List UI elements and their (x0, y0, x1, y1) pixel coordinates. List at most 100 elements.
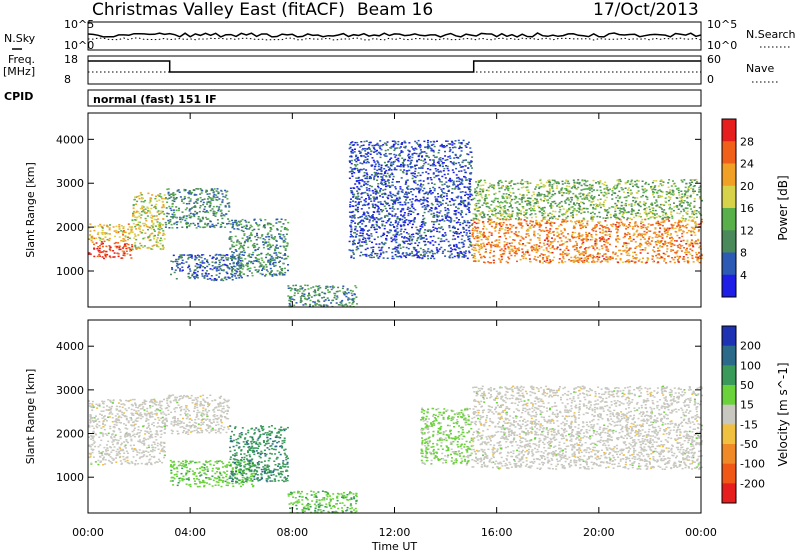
y-tick-label-1: 2000 (56, 221, 84, 234)
x-tick-label-3: 12:00 (379, 526, 411, 539)
freq-tick-top: 18 (64, 53, 78, 66)
scatter-region-5 (420, 407, 473, 466)
colorbar-frame (721, 325, 737, 504)
time-axis: 00:00 04:00 08:00 12:00 16:00 20:00 00:00 Time … (72, 526, 717, 553)
velocity-colorbar: 200 100 50 15 -15 -50 -100 -200 Velocity [m s^-1… (721, 325, 790, 504)
x-tick-label-1: 04:00 (174, 526, 206, 539)
colorbar-tick-label-1: 8 (740, 247, 747, 260)
freq-label-line2: [MHz] (3, 65, 35, 78)
freq-tick-bottom: 8 (64, 73, 71, 86)
scatter-region-4 (170, 253, 243, 282)
scatter-region-8 (471, 218, 703, 264)
scatter-region-3 (164, 188, 231, 229)
colorbar-swatch-2 (722, 365, 736, 386)
y-tick-label-2: 3000 (56, 177, 84, 190)
colorbar-swatch-5 (722, 424, 736, 445)
scatter-region-3 (228, 425, 290, 484)
noise-right-tick-top: 10^5 (707, 18, 737, 31)
colorbar-tick-label-3: 15 (740, 399, 754, 412)
scatter-region-9 (471, 178, 703, 220)
scatter-region-2 (169, 459, 256, 488)
colorbar-swatch-4 (722, 208, 736, 231)
x-tick-label-5: 20:00 (583, 526, 615, 539)
scatter-region-6 (287, 284, 358, 308)
colorbar-tick-label-2: 12 (740, 224, 754, 237)
y-axis-label: Slant Range [km] (24, 162, 37, 258)
nave-label: Nave (746, 62, 774, 75)
nave-tick-top: 60 (707, 53, 721, 66)
scatter-region-0 (88, 240, 134, 260)
colorbar-tick-label-0: 200 (740, 340, 761, 353)
colorbar-frame (721, 118, 737, 298)
noise-search-label: N.Search (746, 28, 796, 41)
noise-panel (87, 21, 702, 51)
colorbar-tick-label-5: -50 (740, 438, 758, 451)
x-axis-label: Time UT (371, 540, 417, 553)
colorbar-tick-label-6: 28 (740, 135, 754, 148)
colorbar-tick-label-5: 24 (740, 158, 754, 171)
velocity-panel: 1000 2000 3000 4000 Slant Range [km] (24, 319, 703, 514)
colorbar-tick-label-6: -100 (740, 458, 765, 471)
x-tick-label-6: 00:00 (685, 526, 717, 539)
y-tick-label-0: 1000 (56, 265, 84, 278)
nave-tick-bottom: 0 (707, 73, 714, 86)
date-label: 17/Oct/2013 (593, 0, 699, 20)
colorbar-swatch-7 (722, 274, 736, 298)
colorbar-tick-label-3: 16 (740, 202, 754, 215)
colorbar-swatch-3 (722, 185, 736, 209)
colorbar-swatch-6 (722, 252, 736, 276)
scatter-region-2 (131, 192, 167, 251)
scatter-region-7 (348, 139, 474, 260)
power-colorbar: 4 8 12 16 20 24 28 Power [dB] (721, 118, 790, 298)
cpid-label: CPID (4, 90, 33, 103)
noise-tick-top: 10^5 (64, 18, 94, 31)
x-tick-label-4: 16:00 (481, 526, 513, 539)
freq-lines (88, 60, 701, 73)
colorbar-swatch-2 (722, 163, 736, 187)
colorbar-swatch-0 (722, 326, 736, 347)
colorbar-swatch-3 (722, 385, 736, 406)
colorbar-swatch-7 (722, 463, 736, 484)
colorbar-label: Velocity [m s^-1] (776, 362, 790, 466)
colorbar-swatch-5 (722, 230, 736, 253)
freq-label-line1: Freq. (8, 53, 35, 66)
colorbar-tick-label-4: 20 (740, 180, 754, 193)
scatter-region-0 (88, 398, 167, 466)
colorbar-swatch-0 (722, 119, 736, 142)
noise-sky-label: N.Sky (4, 32, 36, 45)
beam-label: Beam 16 (357, 0, 433, 20)
x-tick-label-2: 08:00 (276, 526, 308, 539)
colorbar-swatch-1 (722, 345, 736, 366)
colorbar-tick-label-4: -15 (740, 418, 758, 431)
colorbar-swatch-1 (722, 141, 736, 164)
noise-search-line (87, 37, 702, 41)
y-tick-label-2: 3000 (56, 384, 84, 397)
cpid-panel (87, 89, 702, 107)
scatter-region-1 (88, 223, 134, 242)
y-tick-label-3: 4000 (56, 340, 84, 353)
freq-line (88, 60, 701, 73)
freq-panel (87, 55, 702, 85)
cpid-text: normal (fast) 151 IF (93, 93, 217, 106)
scatter-region-5 (228, 218, 290, 277)
noise-sky-line (87, 32, 702, 38)
plot-frame (87, 319, 702, 514)
colorbar-swatch-8 (722, 483, 736, 504)
power-panel: 1000 2000 3000 4000 Slant Range [km] (24, 112, 703, 308)
colorbar-tick-label-1: 100 (740, 359, 761, 372)
colorbar-label: Power [dB] (776, 175, 790, 240)
noise-right-tick-bottom: 10^0 (707, 39, 737, 52)
colorbar-tick-label-2: 50 (740, 379, 754, 392)
colorbar-swatch-6 (722, 444, 736, 465)
colorbar-tick-label-0: 4 (740, 269, 747, 282)
y-tick-label-1: 2000 (56, 428, 84, 441)
y-axis-label: Slant Range [km] (24, 369, 37, 465)
y-tick-label-3: 4000 (56, 133, 84, 146)
y-tick-label-0: 1000 (56, 471, 84, 484)
scatter-region-1 (164, 394, 231, 435)
noise-tick-bottom: 10^0 (64, 39, 94, 52)
colorbar-tick-label-7: -200 (740, 477, 765, 490)
colorbar-swatch-4 (722, 404, 736, 425)
x-tick-label-0: 00:00 (72, 526, 104, 539)
